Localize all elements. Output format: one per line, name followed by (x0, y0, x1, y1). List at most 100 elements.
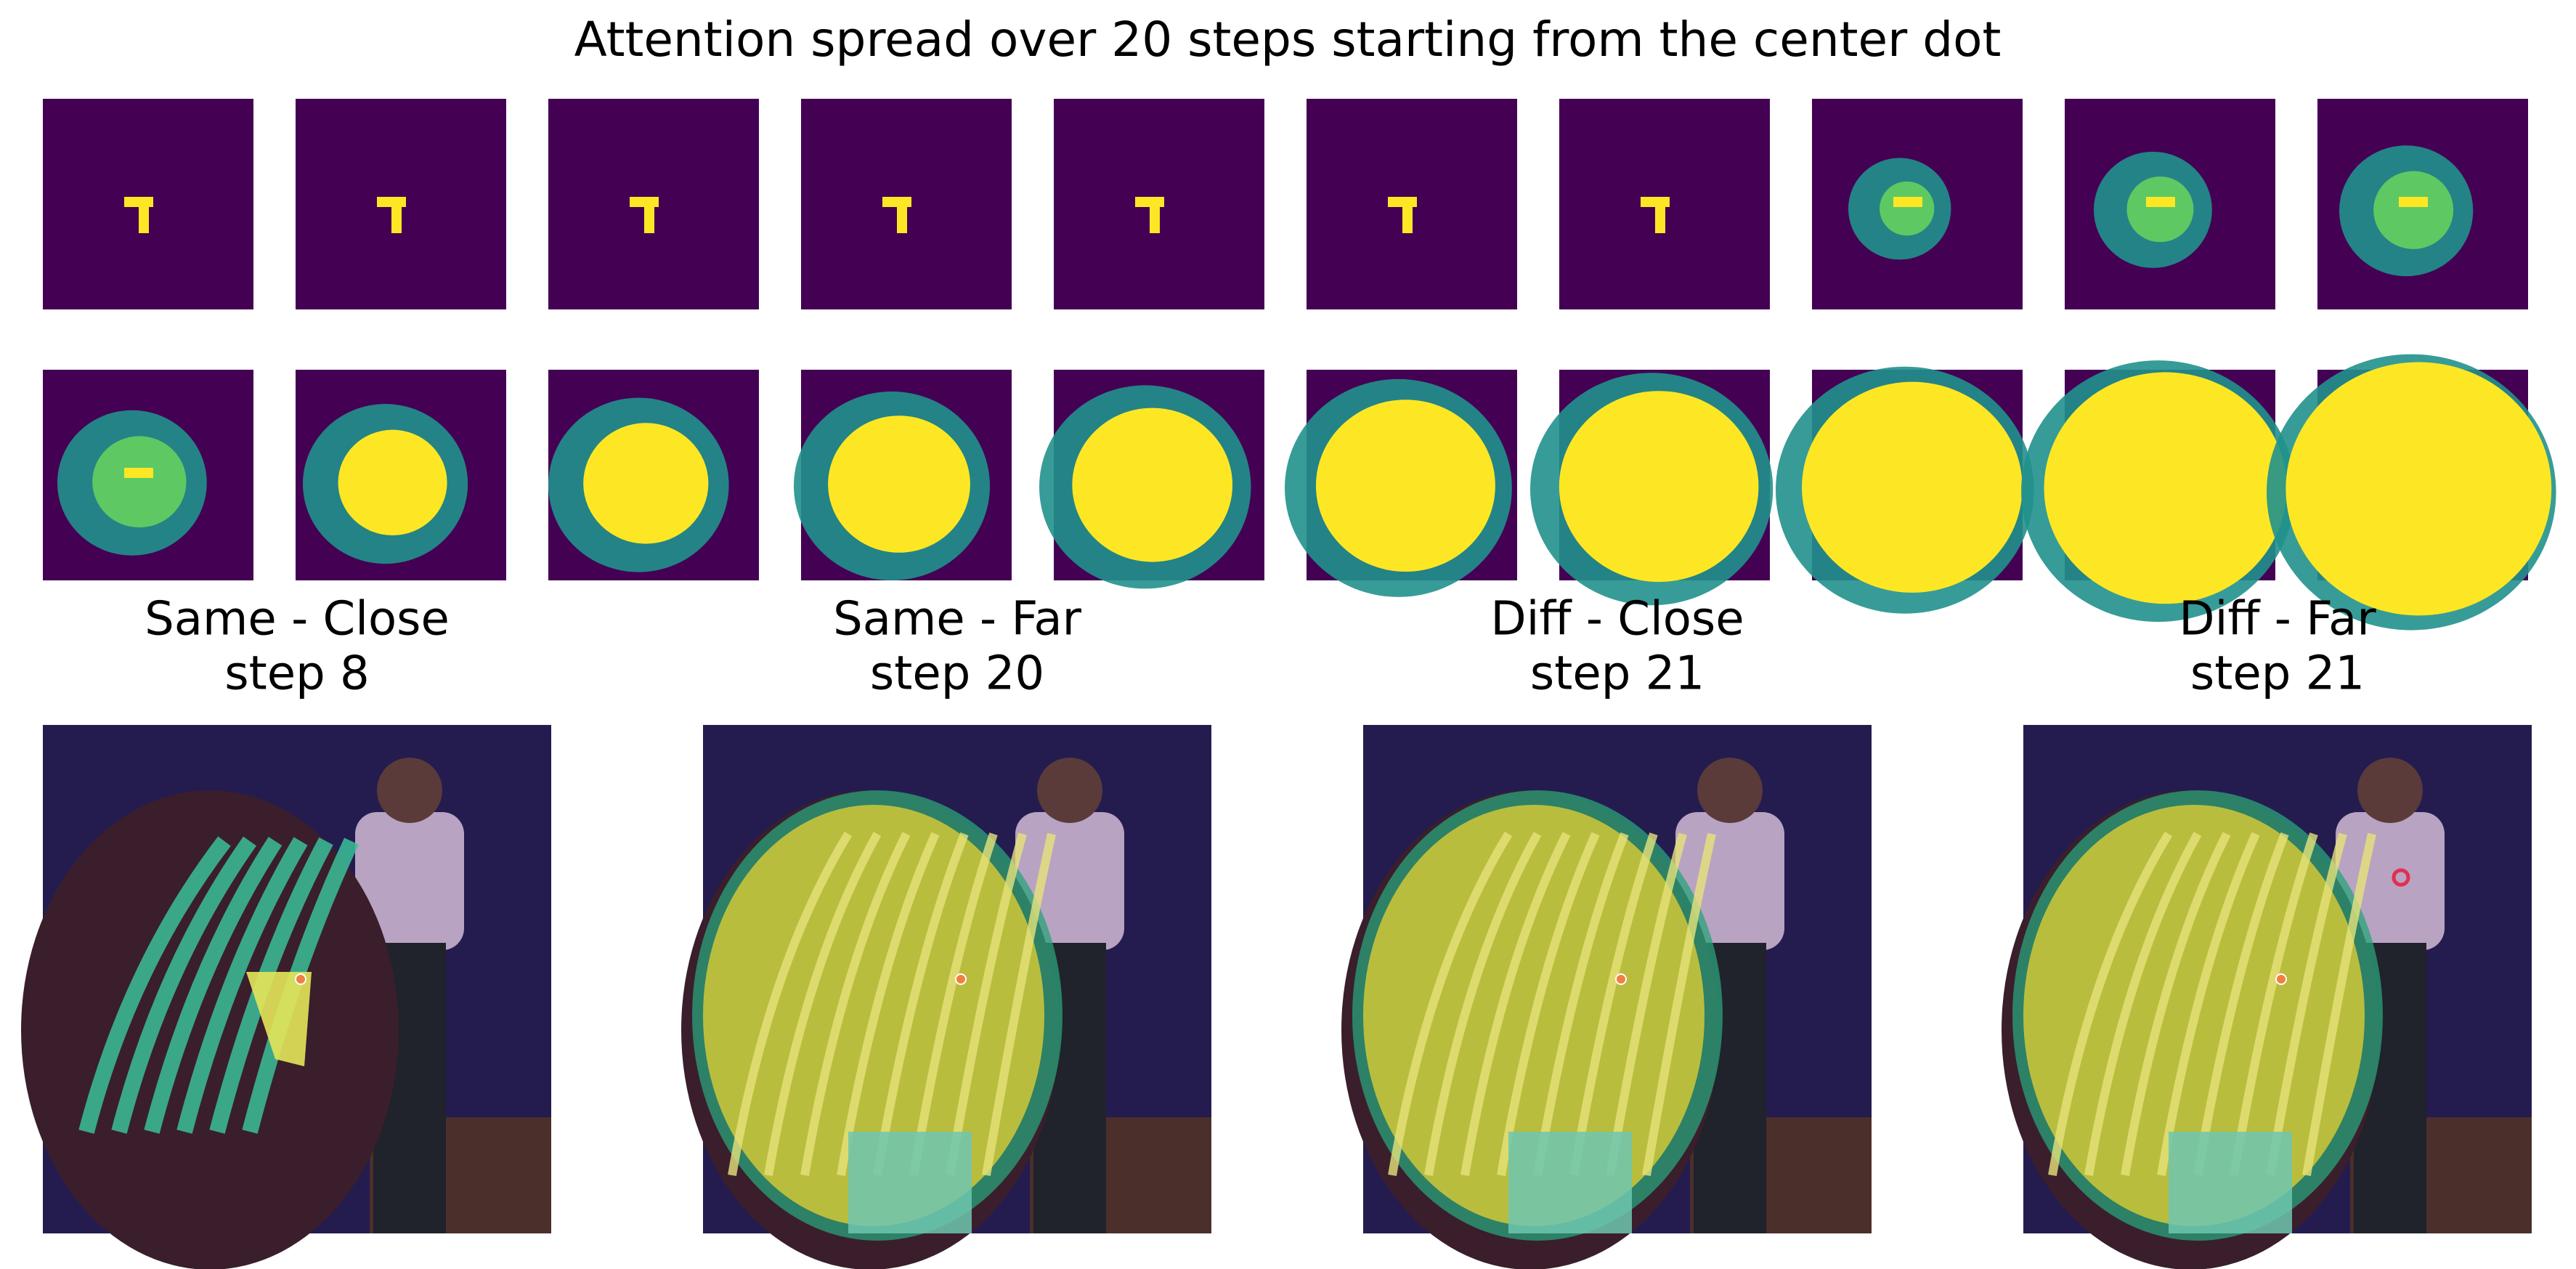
attention-seed (897, 204, 907, 233)
attention-stripe (176, 837, 308, 1134)
board-stripe (1569, 832, 1658, 1177)
heatmap (1039, 370, 1264, 589)
board-stripe (728, 831, 853, 1177)
photo (681, 725, 1211, 1269)
attention-core (828, 415, 970, 553)
truck (1508, 1132, 1632, 1233)
attention-stripe (144, 837, 283, 1134)
board-stripe (837, 832, 940, 1177)
photo (1341, 725, 1872, 1269)
attention-seed (124, 468, 153, 478)
attention-seed (2146, 197, 2175, 207)
board-stripe (1606, 832, 1687, 1177)
attention-stripe (78, 836, 231, 1134)
heatmap (1530, 370, 1773, 606)
attention-core (338, 429, 447, 536)
attention-core (1072, 408, 1233, 562)
figure-title: Attention spread over 20 steps starting … (574, 12, 2002, 68)
person-head (2357, 758, 2423, 823)
heatmap (1054, 99, 1264, 309)
truck (848, 1132, 972, 1233)
attention-seed (377, 468, 406, 478)
board-stripe (873, 832, 969, 1177)
attention-seed (2146, 468, 2175, 478)
attention-core (2126, 177, 2194, 243)
heatmap (548, 370, 759, 580)
query-dot (2275, 973, 2287, 985)
panel-label: Same - Close (145, 593, 450, 646)
attention-seed (1388, 468, 1417, 478)
heatmap (2021, 360, 2296, 623)
attention-core (1802, 381, 2023, 593)
attention-seed (2399, 197, 2428, 207)
query-dot (295, 973, 306, 985)
attention-seed (1402, 204, 1413, 233)
heatmap (43, 370, 253, 580)
attention-core (1559, 391, 1759, 583)
heatmap (2267, 354, 2556, 631)
query-dot (955, 973, 967, 985)
board-stripe (982, 832, 1056, 1177)
person-head (1037, 758, 1102, 823)
attention-core (246, 972, 312, 1066)
target-dot (2392, 868, 2410, 887)
board-stripe (1460, 832, 1571, 1177)
board-stripe (2302, 832, 2376, 1177)
heatmap (2317, 99, 2528, 309)
board-stripe (764, 832, 882, 1177)
board-stripe (946, 832, 1027, 1177)
panel-step: step 21 (1530, 647, 1705, 701)
heatmap (1776, 366, 2034, 614)
heatmap (1285, 370, 1517, 597)
attention-seed (882, 468, 911, 478)
attention-core (2044, 372, 2287, 604)
board-stripe (2048, 831, 2173, 1177)
board-stripe (2230, 832, 2318, 1177)
attention-core (92, 436, 187, 528)
board-stripe (1497, 832, 1600, 1177)
heatmap (801, 99, 1012, 309)
attention-seed (2399, 468, 2428, 478)
board-stripe (1642, 832, 1716, 1177)
board-stripe (2157, 832, 2260, 1177)
person-head (377, 758, 442, 823)
panel-label: Same - Far (833, 593, 1082, 646)
attention-core (2286, 362, 2552, 616)
heatmap (1307, 99, 1517, 309)
heatmap (1812, 99, 2023, 309)
attention-seed (1150, 204, 1160, 233)
panel-step: step 8 (224, 647, 370, 701)
attention-seed (644, 204, 654, 233)
heatmap (43, 99, 253, 309)
heatmap (296, 370, 506, 580)
attention-core (583, 423, 709, 544)
board-stripe (2266, 832, 2347, 1177)
heatmap (548, 99, 759, 309)
attention-seed (1893, 468, 1922, 478)
query-dot (1615, 973, 1627, 985)
photo (21, 725, 551, 1269)
board-stripe (800, 832, 911, 1177)
board-stripe (1424, 832, 1542, 1177)
panel-label: Diff - Far (2179, 593, 2376, 646)
panel-label: Diff - Close (1490, 593, 1744, 646)
person-shirt (355, 812, 464, 950)
board-stripe (2193, 832, 2289, 1177)
person-head (1697, 758, 1763, 823)
heatmap (1559, 99, 1770, 309)
photo (2002, 725, 2532, 1269)
attention-core (1315, 400, 1495, 572)
heatmap (296, 99, 506, 309)
panel-step: step 20 (870, 647, 1044, 701)
attention-seed (139, 204, 149, 233)
board-stripe (1388, 831, 1513, 1177)
board-stripe (2084, 832, 2202, 1177)
attention-seed (391, 204, 402, 233)
heatmap (794, 370, 1012, 580)
board-stripe (1533, 832, 1629, 1177)
attention-seed (1655, 204, 1665, 233)
attention-seed (630, 468, 659, 478)
attention-core (1880, 181, 1935, 236)
attention-stripe (111, 836, 256, 1134)
